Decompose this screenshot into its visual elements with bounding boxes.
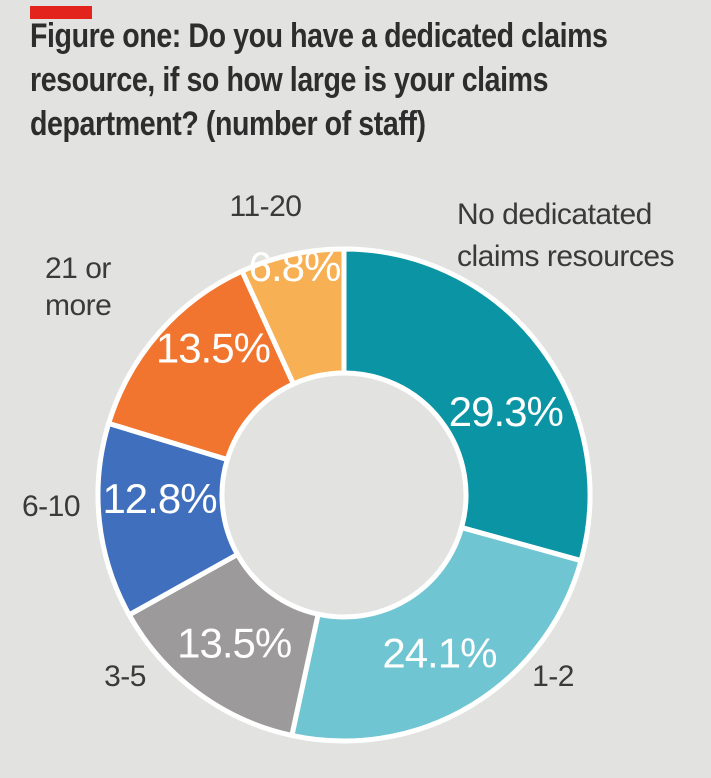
donut-value-label-3: 13.5% [177,620,291,667]
donut-value-label-5: 13.5% [156,325,270,372]
figure-title-line-1: Figure one: Do you have a dedicated clai… [30,17,608,55]
figure-title-line-2: resource, if so how large is your claims [30,61,549,99]
donut-segment-4 [95,420,241,619]
donut-value-label-4: 12.8% [102,475,216,522]
category-label-no-dedicated-claims: No dedicatated claims resources [457,198,675,273]
category-label-3-5: 3-5 [104,660,146,693]
category-label-21-or-more: 21 or more [45,252,112,322]
donut-value-label-1: 29.3% [449,388,563,435]
donut-segment-1 [341,246,593,564]
donut-value-label-6: 6.8% [249,243,341,290]
donut-chart: 29.3% 24.1% 13.5% 12.8% 13.5% 6.8% [95,243,593,744]
category-label-6-10: 6-10 [22,490,81,523]
category-label-1-2: 1-2 [532,660,574,693]
red-accent-bar [30,6,92,19]
category-label-11-20: 11-20 [229,190,302,223]
donut-value-label-2: 24.1% [382,629,496,676]
figure-title: Figure one: Do you have a dedicated clai… [30,14,700,146]
donut-segment-6 [238,246,347,388]
donut-segment-2 [288,524,585,744]
figure-title-line-3: department? (number of staff) [30,105,426,143]
